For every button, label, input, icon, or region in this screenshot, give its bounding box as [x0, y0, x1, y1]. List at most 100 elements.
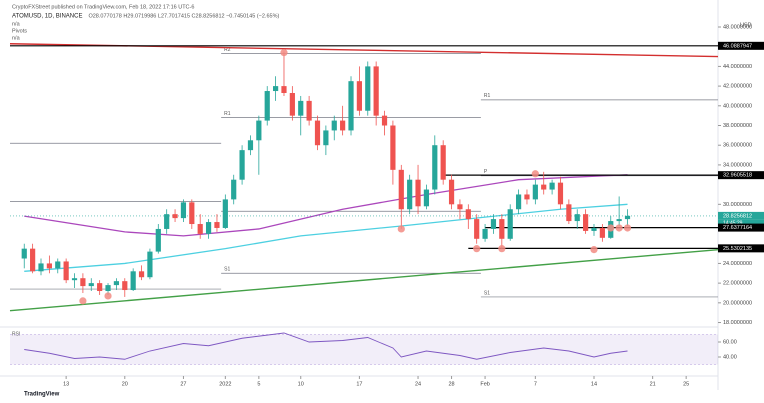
price-label: 27.6377164: [723, 225, 752, 231]
x-tick-label: 27: [180, 381, 186, 387]
candle-body: [130, 271, 136, 291]
candle-body: [356, 81, 362, 111]
candle-body: [440, 145, 446, 180]
candle-body: [415, 179, 421, 207]
x-tick-label: 17: [356, 381, 362, 387]
x-tick-label: 24: [415, 381, 421, 387]
candle-body: [222, 199, 228, 228]
candle-body: [256, 120, 262, 141]
y-tick-label: 20.0000000: [723, 300, 752, 306]
price-label-box: [718, 211, 764, 220]
candle-body: [289, 92, 295, 116]
pivot-label: S1: [224, 267, 230, 273]
candle-body: [557, 182, 564, 205]
candle-body: [172, 214, 178, 219]
plot: 48.0000000 44.0000000 42.0000000 40.0000000…: [9, 24, 764, 387]
highlight-marker: [623, 224, 632, 232]
candle-body: [231, 179, 237, 200]
y-tick-label: 38.0000000: [723, 123, 752, 129]
price-label: 25.5302135: [723, 246, 752, 252]
candle-body: [205, 222, 212, 234]
candle-body: [407, 179, 413, 210]
highlight-marker: [280, 49, 288, 57]
price-label: 46.0887947: [723, 43, 752, 49]
candle-body: [264, 91, 270, 121]
candle-body: [499, 219, 505, 239]
y-tick-label: 42.0000000: [723, 84, 752, 90]
candle-body: [306, 100, 312, 121]
price-label-box: [718, 223, 764, 232]
candle-body: [381, 115, 388, 126]
candle-body: [155, 228, 161, 252]
candle-body: [63, 261, 69, 281]
candle-body: [281, 86, 287, 93]
chart-title: ATOMUSD, 1D, BINANCE: [12, 14, 82, 20]
candle-body: [21, 248, 27, 259]
pivot-label: R2: [224, 47, 231, 53]
candle-body: [599, 227, 605, 238]
highlight-marker: [590, 246, 598, 254]
x-tick-label: 20: [122, 381, 128, 387]
moving-average: [24, 203, 628, 272]
x-tick-label: Feb: [480, 381, 489, 387]
trendline: [9, 248, 719, 312]
y-tick-label: 48.0000000: [723, 24, 752, 30]
candle-body: [549, 182, 555, 190]
currency: USD: [740, 22, 752, 28]
x-tick-label: 7: [534, 381, 537, 387]
price-label-box: [718, 171, 764, 180]
candle-body: [97, 283, 103, 292]
candle-body: [30, 248, 36, 272]
highlight-marker: [615, 224, 623, 232]
candle-body: [214, 222, 220, 228]
x-tick-label: 21: [650, 381, 656, 387]
y-tick-label: 36.0000000: [723, 143, 752, 149]
candle-body: [624, 215, 631, 220]
candle-body: [524, 194, 530, 200]
candle-body: [273, 86, 279, 92]
candle-body: [348, 81, 354, 131]
candle-body: [515, 194, 522, 210]
candle-body: [490, 219, 497, 229]
candle-body: [574, 214, 580, 222]
y-tick-label: 18.0000000: [723, 320, 752, 326]
candle-body: [591, 227, 597, 231]
price-label: 28.8256812: [723, 213, 752, 219]
candle-body: [507, 209, 513, 239]
publisher: CryptoFXStreet published on TradingView.…: [12, 4, 194, 10]
candle-body: [38, 263, 44, 272]
rsi-line: [24, 332, 628, 360]
x-tick-label: 28: [448, 381, 454, 387]
candle-body: [88, 283, 94, 287]
candle-body: [398, 169, 404, 210]
candle-body: [448, 179, 455, 205]
candle-body: [432, 145, 438, 190]
x-tick-label: 5: [257, 381, 260, 387]
pivot-label: R1: [484, 93, 491, 99]
highlight-marker: [531, 170, 539, 178]
logo: TradingView: [24, 392, 60, 398]
rsi-tick-label: 60.00: [723, 339, 737, 345]
moving-average: [24, 174, 628, 237]
highlight-marker: [79, 297, 87, 305]
x-tick-label: 2022: [219, 381, 231, 387]
candle-body: [71, 278, 78, 281]
candle-body: [80, 278, 86, 287]
pivot-label: P: [484, 169, 488, 175]
candle-body: [147, 251, 153, 278]
candle-body: [138, 271, 145, 278]
x-tick-label: 25: [683, 381, 689, 387]
candle-body: [616, 219, 622, 222]
highlight-marker: [607, 224, 615, 232]
price-label-box: [718, 244, 764, 253]
candle-body: [331, 120, 337, 131]
candle-body: [532, 184, 538, 200]
candle-body: [482, 228, 488, 239]
candle-body: [390, 125, 396, 170]
candle-body: [541, 184, 547, 190]
candle-body: [423, 189, 430, 207]
y-tick-label: 30.0000000: [723, 202, 752, 208]
candle-body: [457, 204, 463, 210]
price-label-box: [718, 41, 764, 50]
y-tick-label: 44.0000000: [723, 64, 752, 70]
